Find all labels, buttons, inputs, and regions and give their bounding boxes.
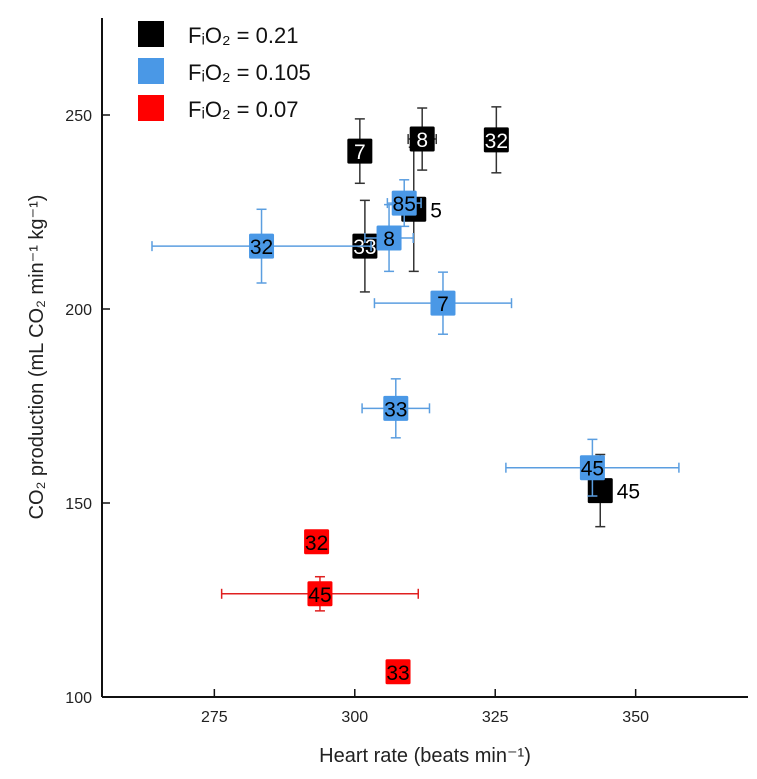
legend-label-2: FᵢO₂ = 0.07 (188, 97, 298, 122)
legend: FᵢO₂ = 0.21 FᵢO₂ = 0.105 FᵢO₂ = 0.07 (138, 21, 311, 122)
series-2: 32 45 33 (220, 529, 420, 685)
x-tick-label: 350 (622, 709, 649, 726)
series-1: 85 8 32 7 33 45 (151, 179, 680, 497)
data-point-marker (587, 478, 613, 504)
data-point-marker (430, 290, 456, 316)
legend-swatch-1 (138, 58, 164, 84)
x-tick-label: 325 (482, 709, 509, 726)
x-axis-title: Heart rate (beats min⁻¹) (319, 745, 531, 767)
data-point-label: 45 (617, 481, 640, 504)
data-point-label: 7 (354, 141, 366, 164)
data-point-label: 33 (384, 398, 407, 421)
y-tick-label: 100 (65, 690, 92, 707)
data-point-marker (579, 455, 605, 481)
data-point-marker (483, 127, 509, 153)
data-point-label: 33 (386, 662, 409, 685)
legend-swatch-0 (138, 21, 164, 47)
x-tick-label: 275 (201, 709, 228, 726)
data-point-label: 8 (383, 228, 395, 251)
data-point-label: 8 (416, 129, 428, 152)
data-point-marker (376, 225, 402, 251)
y-tick-label: 250 (65, 108, 92, 125)
y-tick-label: 150 (65, 496, 92, 513)
data-point-marker (383, 395, 409, 421)
data-point-label: 45 (308, 584, 331, 607)
data-point-label: 45 (581, 458, 604, 481)
data-point-label: 32 (485, 130, 508, 153)
legend-label-0: FᵢO₂ = 0.21 (188, 23, 298, 48)
data-point-marker (347, 138, 373, 164)
legend-label-1: FᵢO₂ = 0.105 (188, 60, 311, 85)
y-tick-label: 200 (65, 302, 92, 319)
data-point-label: 32 (305, 532, 328, 555)
data-point-marker (249, 233, 275, 259)
data-point-label: 5 (430, 199, 442, 222)
data-point-label: 7 (437, 293, 449, 316)
legend-swatch-2 (138, 95, 164, 121)
data-point-marker (307, 581, 333, 607)
data-point-label: 85 (393, 193, 416, 216)
data-point-marker (409, 126, 435, 152)
data-point-marker (385, 659, 411, 685)
data-point-marker (304, 529, 330, 555)
y-axis-title: CO₂ production (mL CO₂ min⁻¹ kg⁻¹) (26, 195, 48, 520)
data-point-label: 32 (250, 236, 273, 259)
x-tick-label: 300 (341, 709, 368, 726)
data-point-marker (391, 190, 417, 216)
